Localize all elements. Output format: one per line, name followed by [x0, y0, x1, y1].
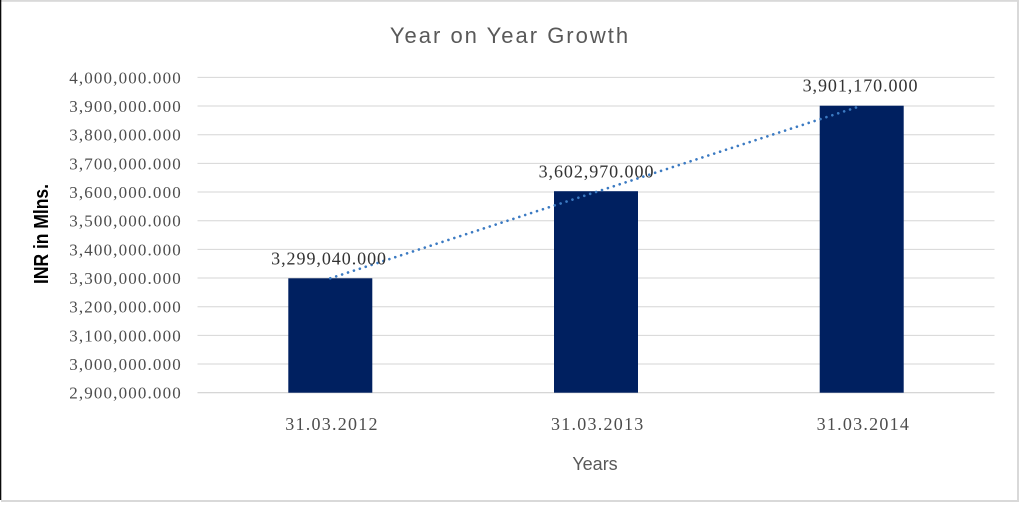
svg-text:3,300,000.000: 3,300,000.000 [69, 269, 182, 288]
svg-text:3,299,040.000: 3,299,040.000 [271, 249, 387, 269]
svg-text:3,000,000.000: 3,000,000.000 [69, 355, 182, 374]
svg-text:3,100,000.000: 3,100,000.000 [69, 326, 182, 345]
svg-text:3,901,170.000: 3,901,170.000 [803, 76, 919, 96]
svg-text:31.03.2014: 31.03.2014 [817, 414, 911, 434]
svg-text:3,602,970.000: 3,602,970.000 [539, 162, 655, 182]
svg-text:3,200,000.000: 3,200,000.000 [69, 298, 182, 317]
svg-text:31.03.2012: 31.03.2012 [285, 414, 379, 434]
svg-text:3,400,000.000: 3,400,000.000 [69, 240, 182, 259]
svg-text:3,500,000.000: 3,500,000.000 [69, 212, 182, 231]
svg-text:4,000,000.000: 4,000,000.000 [69, 68, 182, 87]
svg-text:2,900,000.000: 2,900,000.000 [69, 384, 182, 403]
svg-text:3,600,000.000: 3,600,000.000 [69, 183, 182, 202]
svg-text:3,900,000.000: 3,900,000.000 [69, 97, 182, 116]
svg-text:3,700,000.000: 3,700,000.000 [69, 154, 182, 173]
svg-text:Year on Year Growth: Year on Year Growth [390, 23, 630, 48]
svg-text:3,800,000.000: 3,800,000.000 [69, 126, 182, 145]
svg-text:Years: Years [572, 454, 617, 474]
svg-text:31.03.2013: 31.03.2013 [551, 414, 645, 434]
svg-text:INR in Mlns.: INR in Mlns. [31, 184, 53, 284]
